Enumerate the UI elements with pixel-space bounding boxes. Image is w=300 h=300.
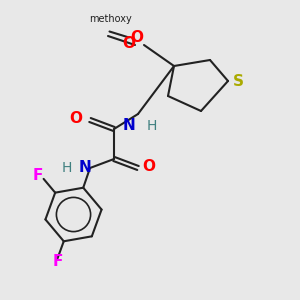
Text: S: S bbox=[232, 74, 244, 88]
Text: N: N bbox=[122, 118, 135, 134]
Text: O: O bbox=[70, 111, 83, 126]
Text: H: H bbox=[61, 161, 72, 175]
Text: O: O bbox=[130, 30, 143, 45]
Text: O: O bbox=[142, 159, 155, 174]
Text: H: H bbox=[147, 118, 158, 133]
Text: F: F bbox=[32, 168, 43, 183]
Text: methoxy: methoxy bbox=[90, 14, 132, 24]
Text: O: O bbox=[122, 36, 135, 51]
Text: N: N bbox=[79, 160, 92, 175]
Text: F: F bbox=[52, 254, 63, 269]
